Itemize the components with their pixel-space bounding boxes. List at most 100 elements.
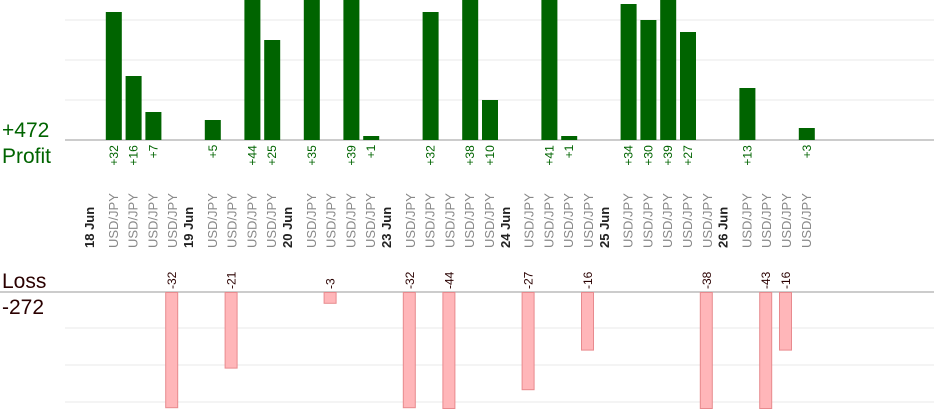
loss-bar <box>403 293 415 408</box>
loss-bar <box>522 293 534 390</box>
pair-label: USD/JPY <box>343 193 358 248</box>
profit-bar <box>640 20 656 140</box>
profit-bar <box>126 76 142 140</box>
date-label: 25 Jun <box>597 207 612 248</box>
profit-bar <box>244 0 260 140</box>
loss-value-label: -44 <box>442 271 456 289</box>
pair-label: USD/JPY <box>145 193 160 248</box>
profit-bar <box>561 136 577 140</box>
profit-value-label: +3 <box>800 144 814 158</box>
loss-bar <box>700 293 712 409</box>
loss-bar <box>225 293 237 369</box>
profit-value-label: +10 <box>483 145 497 166</box>
profit-value-label: +44 <box>245 145 259 166</box>
loss-value-label: -3 <box>324 278 338 289</box>
pair-label: USD/JPY <box>522 193 537 248</box>
profit-value-label: +16 <box>127 145 141 166</box>
pair-label: USD/JPY <box>126 193 141 248</box>
pair-label: USD/JPY <box>264 193 279 248</box>
pair-label: USD/JPY <box>640 193 655 248</box>
profit-value-label: +39 <box>661 145 675 166</box>
profit-bar <box>205 120 221 140</box>
profit-value-label: +35 <box>305 145 319 166</box>
pair-label: USD/JPY <box>106 193 121 248</box>
profit-bar <box>680 32 696 140</box>
pair-label: USD/JPY <box>581 193 596 248</box>
profit-value-label: +32 <box>107 145 121 166</box>
profit-bar <box>423 12 439 140</box>
loss-total: -272 <box>2 297 44 318</box>
pair-label: USD/JPY <box>423 193 438 248</box>
profit-bar <box>541 0 557 140</box>
profit-value-label: +27 <box>681 145 695 166</box>
profit-value-label: +32 <box>424 145 438 166</box>
pair-label: USD/JPY <box>541 193 556 248</box>
date-label: 24 Jun <box>498 207 513 248</box>
loss-value-label: -38 <box>700 271 714 289</box>
pair-label: USD/JPY <box>739 193 754 248</box>
pair-label: USD/JPY <box>561 193 576 248</box>
pair-label: USD/JPY <box>324 193 339 248</box>
profit-value-label: +5 <box>206 144 220 158</box>
pair-label: USD/JPY <box>779 193 794 248</box>
loss-label: Loss <box>2 271 46 292</box>
date-label: 23 Jun <box>379 207 394 248</box>
profit-value-label: +39 <box>344 145 358 166</box>
profit-bar <box>106 12 122 140</box>
pair-label: USD/JPY <box>660 193 675 248</box>
profit-label: Profit <box>2 146 51 167</box>
pair-label: USD/JPY <box>225 193 240 248</box>
date-label: 18 Jun <box>82 207 97 248</box>
profit-value-label: +34 <box>622 145 636 166</box>
date-label: 19 Jun <box>181 207 196 248</box>
pair-label: USD/JPY <box>165 193 180 248</box>
pair-label: USD/JPY <box>442 193 457 248</box>
profit-bar <box>799 128 815 140</box>
profit-value-label: +41 <box>542 145 556 166</box>
profit-value-label: +38 <box>463 145 477 166</box>
profit-value-label: +25 <box>265 145 279 166</box>
loss-value-label: -21 <box>225 271 239 289</box>
labels: 18 Jun USD/JPY +32 USD/JPY +16 USD/JPY +7 USD/J… <box>82 144 814 289</box>
loss-bar <box>760 293 772 409</box>
pair-label: USD/JPY <box>700 193 715 248</box>
profit-value-label: +1 <box>364 144 378 158</box>
loss-value-label: -27 <box>522 271 536 289</box>
loss-bar <box>324 293 336 304</box>
loss-bar <box>443 293 455 409</box>
profit-bar <box>264 40 280 140</box>
profit-bar <box>363 136 379 140</box>
profit-bar <box>145 112 161 140</box>
profit-total: +472 <box>2 120 49 141</box>
profit-bar <box>739 88 755 140</box>
pair-label: USD/JPY <box>680 193 695 248</box>
profit-bar <box>482 100 498 140</box>
profit-bar <box>462 0 478 140</box>
pair-label: USD/JPY <box>621 193 636 248</box>
loss-value-label: -43 <box>759 271 773 289</box>
profit-value-label: +1 <box>562 144 576 158</box>
loss-value-label: -32 <box>165 271 179 289</box>
profit-value-label: +7 <box>146 144 160 158</box>
loss-bar <box>166 293 178 408</box>
pair-label: USD/JPY <box>244 193 259 248</box>
profit-value-label: +13 <box>740 145 754 166</box>
loss-value-label: -32 <box>403 271 417 289</box>
pair-label: USD/JPY <box>482 193 497 248</box>
pair-label: USD/JPY <box>304 193 319 248</box>
pair-label: USD/JPY <box>759 193 774 248</box>
pair-label: USD/JPY <box>205 193 220 248</box>
date-label: 20 Jun <box>280 207 295 248</box>
pair-label: USD/JPY <box>363 193 378 248</box>
pair-label: USD/JPY <box>403 193 418 248</box>
profit-bar <box>343 0 359 140</box>
date-label: 26 Jun <box>716 207 731 248</box>
loss-bar <box>780 293 792 351</box>
loss-bar <box>582 293 594 351</box>
loss-value-label: -16 <box>779 271 793 289</box>
profit-value-label: +30 <box>641 145 655 166</box>
loss-value-label: -16 <box>581 271 595 289</box>
pair-label: USD/JPY <box>799 193 814 248</box>
profit-bar <box>660 0 676 140</box>
